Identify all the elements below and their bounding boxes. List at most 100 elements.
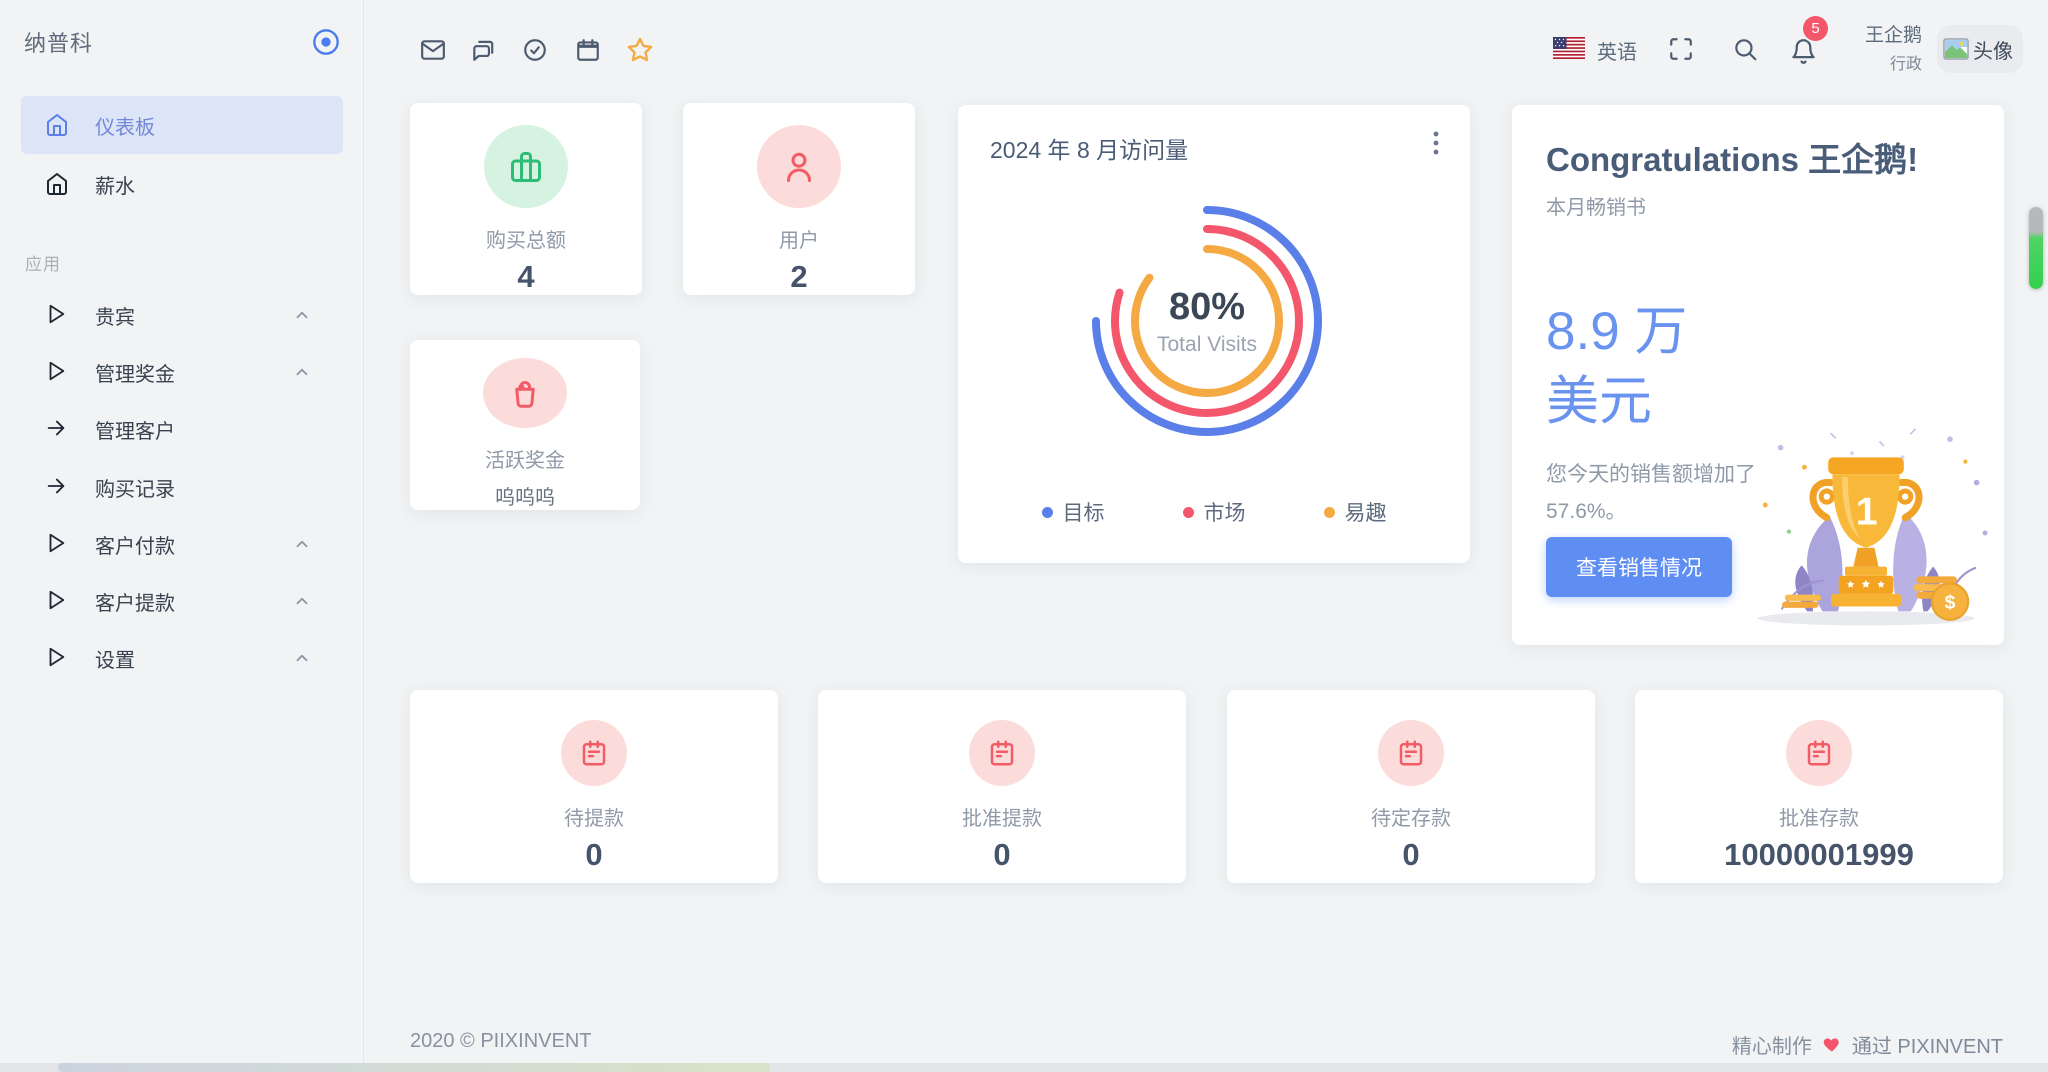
stat-label: 待定存款 <box>1371 808 1451 830</box>
star-icon[interactable] <box>626 36 653 62</box>
sidebar-item-settings[interactable]: 设置 <box>21 634 343 682</box>
chevron-up-icon <box>293 649 311 667</box>
legend-label: 易趣 <box>1344 502 1387 525</box>
stat-value: 0 <box>585 837 603 872</box>
stat-value: 10000001999 <box>1724 837 1914 872</box>
chart-legend: 目标 市场 易趣 <box>958 497 1470 527</box>
stat-label: 活跃奖金 <box>485 450 565 472</box>
chevron-up-icon <box>293 592 311 610</box>
briefcase-icon <box>484 125 568 208</box>
stat-card-users: 用户 2 <box>683 103 915 295</box>
disc-icon[interactable] <box>312 28 340 56</box>
avatar-alt-text: 头像 <box>1973 40 2013 63</box>
mail-icon[interactable] <box>420 37 446 63</box>
play-icon <box>45 646 69 670</box>
sidebar-item-label: 管理奖金 <box>95 363 175 386</box>
calendar-icon[interactable] <box>575 37 601 63</box>
confetti <box>1762 428 1988 536</box>
ring-ebay <box>1131 245 1284 397</box>
sales-amount-line2: 美元 <box>1546 372 1652 432</box>
arrow-right-icon <box>45 475 69 499</box>
stat-value: 呜呜呜 <box>495 487 555 509</box>
sidebar-item-customer-withdrawals[interactable]: 客户提款 <box>21 577 343 625</box>
stat-label: 批准提款 <box>962 808 1042 830</box>
congratulations-card: Congratulations 王企鹅! 本月畅销书 8.9 万 美元 您今天的… <box>1512 105 2004 645</box>
search-icon[interactable] <box>1732 36 1758 62</box>
view-sales-button[interactable]: 查看销售情况 <box>1546 537 1732 597</box>
sidebar-item-salary[interactable]: 薪水 <box>21 160 343 208</box>
congrats-subtitle: 本月畅销书 <box>1546 197 1646 219</box>
sidebar-item-manage-customers[interactable]: 管理客户 <box>21 405 343 453</box>
user-menu[interactable]: 王企鹅 行政 <box>1790 20 1922 74</box>
stat-card-active-bonus: 活跃奖金 呜呜呜 <box>410 340 640 510</box>
horizontal-scrollbar-thumb[interactable] <box>58 1063 770 1072</box>
bell-icon[interactable] <box>1790 38 1816 64</box>
legend-dot <box>1182 506 1194 518</box>
stat-label: 待提款 <box>564 808 624 830</box>
user-icon <box>757 125 841 208</box>
sidebar-item-dashboard[interactable]: 仪表板 <box>21 96 343 154</box>
ring-market <box>1111 225 1303 417</box>
brand-logo-text: 纳普科 <box>24 31 94 56</box>
footer-credit: 精心制作 通过 PIXINVENT <box>1732 1030 2003 1059</box>
sales-amount: 8.9 万 美元 <box>1546 297 1687 438</box>
sidebar-section-apps: 应用 <box>25 255 61 274</box>
sidebar-item-label: 贵宾 <box>95 306 135 329</box>
stat-label: 用户 <box>779 230 819 252</box>
calendar-stat-icon <box>969 720 1035 786</box>
user-name: 王企鹅 <box>1864 25 1922 46</box>
play-icon <box>45 303 69 327</box>
stat-value: 4 <box>517 259 535 294</box>
avatar[interactable]: 头像 <box>1937 25 2023 73</box>
sidebar-item-label: 设置 <box>95 649 135 672</box>
chart-center-label: 80% Total Visits <box>1077 191 1337 451</box>
language-selector[interactable]: 英语 <box>1597 42 1637 64</box>
sidebar-item-label: 客户提款 <box>95 592 175 615</box>
stat-card-approved-withdrawals: 批准提款 0 <box>818 690 1186 883</box>
legend-label: 目标 <box>1062 502 1105 525</box>
legend-dot <box>1041 506 1053 518</box>
legend-label: 市场 <box>1203 502 1246 525</box>
us-flag-icon[interactable] <box>1553 37 1585 59</box>
sidebar-item-manage-bonus[interactable]: 管理奖金 <box>21 348 343 396</box>
home-icon <box>45 172 69 196</box>
footer-copyright: 2020 © PIIXINVENT <box>410 1030 592 1052</box>
check-circle-icon[interactable] <box>522 37 548 63</box>
stat-value: 0 <box>1402 837 1420 872</box>
sales-amount-line1: 8.9 万 <box>1546 302 1688 361</box>
legend-item-market[interactable]: 市场 <box>1182 497 1246 527</box>
brand-row: 纳普科 <box>24 26 340 58</box>
coins: $ <box>1782 576 1970 621</box>
sidebar-item-purchase-records[interactable]: 购买记录 <box>21 463 343 511</box>
sidebar-item-label: 购买记录 <box>95 478 175 501</box>
stat-value: 0 <box>993 837 1011 872</box>
maximize-icon[interactable] <box>1668 36 1694 62</box>
sidebar-item-label: 薪水 <box>95 175 135 198</box>
stat-card-total-purchases: 购买总额 4 <box>410 103 642 295</box>
footer-pixinvent-link[interactable]: 通过 PIXINVENT <box>1851 1036 2003 1058</box>
play-icon <box>45 589 69 613</box>
trophy-number: 1 <box>1856 491 1878 534</box>
sales-increase-text: 您今天的销售额增加了 57.6%。 <box>1546 463 1756 523</box>
horizontal-scrollbar-track <box>0 1063 2048 1072</box>
legend-item-ebay[interactable]: 易趣 <box>1323 497 1387 527</box>
calendar-stat-icon <box>561 720 627 786</box>
chevron-up-icon <box>293 306 311 324</box>
radial-bar-chart <box>1092 206 1322 436</box>
legend-item-goal[interactable]: 目标 <box>1041 497 1105 527</box>
sidebar-item-customer-payments[interactable]: 客户付款 <box>21 520 343 568</box>
arrow-right-icon <box>45 417 69 441</box>
sidebar: 纳普科 仪表板 薪水 应用 贵宾 管理奖金 <box>0 0 364 1072</box>
stat-value: 2 <box>790 259 808 294</box>
kebab-menu-icon[interactable] <box>1424 129 1448 157</box>
chevron-up-icon <box>293 363 311 381</box>
total-visits-percent: 80% <box>1168 285 1246 328</box>
sidebar-item-label: 客户付款 <box>95 535 175 558</box>
svg-text:$: $ <box>1945 592 1956 614</box>
total-visits-label: Total Visits <box>1157 332 1257 356</box>
stat-card-pending-withdrawals: 待提款 0 <box>410 690 778 883</box>
shopping-bag-icon <box>483 358 567 428</box>
vertical-scrollbar-thumb[interactable] <box>2029 207 2043 289</box>
sidebar-item-vip[interactable]: 贵宾 <box>21 291 343 339</box>
chat-icon[interactable] <box>470 37 496 63</box>
